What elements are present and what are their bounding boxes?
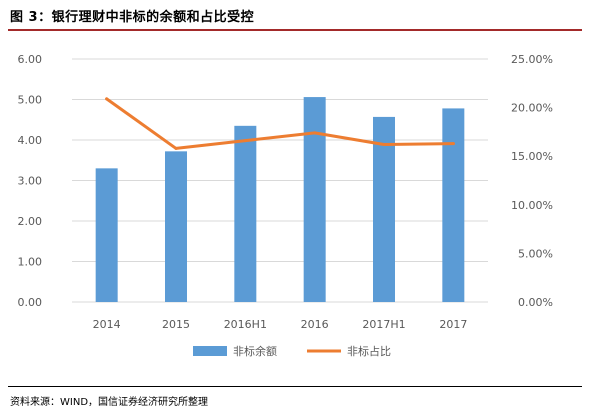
bar: [442, 108, 465, 302]
bar: [234, 125, 257, 302]
x-tick-label: 2017H1: [362, 318, 405, 331]
y-left-tick-label: 4.00: [18, 134, 43, 147]
legend-label: 非标余额: [233, 344, 277, 358]
bar: [373, 116, 395, 302]
footer-divider: [8, 386, 582, 387]
y-right-tick-label: 20.00%: [511, 102, 553, 115]
source-note: 资料来源：WIND，国信证券经济研究所整理: [10, 397, 209, 408]
line-point: [105, 97, 109, 101]
y-right-tick-label: 15.00%: [511, 150, 553, 163]
y-right-tick-label: 0.00%: [518, 296, 553, 309]
line-point: [243, 139, 247, 143]
bar: [303, 97, 326, 302]
line-layer: [105, 97, 455, 150]
y-left-tick-label: 2.00: [18, 215, 43, 228]
y-left-tick-label: 1.00: [18, 256, 43, 269]
y-left-tick-label: 0.00: [18, 296, 43, 309]
y-right-tick-label: 5.00%: [518, 247, 553, 260]
legend: 非标余额 非标占比: [193, 344, 391, 358]
y-left-tick-label: 3.00: [18, 175, 43, 188]
line-point: [174, 146, 178, 150]
axis-layer: 0.00 1.00 2.00 3.00 4.00 5.00 6.00 0.00% 5.00% 10…: [18, 53, 554, 331]
x-tick-label: 2016H1: [224, 318, 267, 331]
legend-label: 非标占比: [347, 344, 391, 358]
bar: [95, 168, 118, 302]
y-right-tick-label: 25.00%: [511, 53, 553, 66]
x-tick-label: 2015: [162, 318, 190, 331]
x-tick-label: 2017: [439, 318, 467, 331]
y-left-tick-label: 5.00: [18, 94, 43, 107]
y-left-tick-label: 6.00: [18, 53, 43, 66]
legend-swatch-bar: [193, 346, 227, 356]
x-tick-label: 2016: [301, 318, 329, 331]
series-line: [105, 97, 455, 150]
x-tick-label: 2014: [93, 318, 121, 331]
y-right-tick-label: 10.00%: [511, 199, 553, 212]
figure-title: 图 3：银行理财中非标的余额和占比受控: [10, 10, 255, 25]
line-point: [313, 131, 317, 135]
title-divider: [8, 29, 582, 31]
line-point: [451, 142, 455, 146]
bar: [165, 151, 187, 302]
bar-layer: [95, 97, 465, 302]
line-point: [382, 143, 386, 147]
grid-layer: [72, 58, 488, 303]
